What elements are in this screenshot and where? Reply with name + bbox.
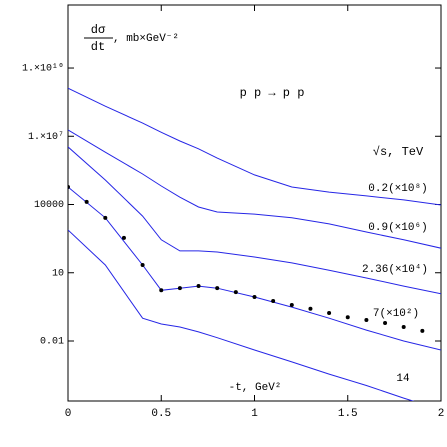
y-tick-label: 10000 [34, 200, 64, 211]
data-point [215, 286, 220, 291]
data-point [420, 328, 425, 333]
x-tick-label: 2 [438, 408, 445, 420]
data-point [289, 303, 294, 308]
legend-title: √s, TeV [373, 145, 424, 159]
series-line [68, 129, 441, 249]
y-tick-label: 1.×10⁷ [28, 132, 64, 143]
x-tick-label: 1.5 [338, 408, 358, 420]
data-point [401, 325, 406, 330]
series-label: 2.36(×10⁴) [362, 264, 428, 276]
data-point [383, 320, 388, 325]
series-line [68, 87, 441, 206]
data-point [327, 310, 332, 315]
data-point [364, 317, 369, 322]
series-label: 7(×10²) [373, 308, 419, 320]
plot-frame [67, 4, 442, 402]
data-point [196, 284, 201, 289]
series-label: 0.9(×10⁶) [368, 222, 427, 234]
y-label-denominator: dt [91, 40, 105, 54]
y-label-units: , mb×GeV⁻² [113, 33, 179, 45]
data-point [159, 288, 164, 293]
x-tick-label: 0 [65, 408, 72, 420]
data-point [233, 290, 238, 295]
data-point [271, 299, 276, 304]
annotation: p p → p p [240, 86, 305, 100]
x-tick-label: 1 [251, 408, 258, 420]
series-label: 0.2(×10⁸) [368, 183, 427, 195]
data-point [345, 315, 350, 320]
data-point [68, 184, 70, 189]
data-point [84, 199, 89, 204]
data-point [177, 286, 182, 291]
x-tick-label: 0.5 [151, 408, 171, 420]
y-tick-label: 1.×10¹⁰ [22, 63, 64, 75]
series-line [68, 146, 441, 295]
x-axis-label: -t, GeV² [229, 382, 282, 394]
y-label-numerator: dσ [91, 23, 106, 37]
data-point [252, 294, 257, 299]
series-line [68, 229, 415, 401]
plot-area [68, 87, 441, 401]
y-tick-label: 0.01 [40, 337, 64, 348]
data-point [140, 262, 145, 267]
data-point [121, 235, 126, 240]
data-point [103, 215, 108, 220]
y-tick-label: 10 [52, 268, 64, 279]
data-point [308, 306, 313, 311]
series-label: 14 [396, 373, 410, 385]
